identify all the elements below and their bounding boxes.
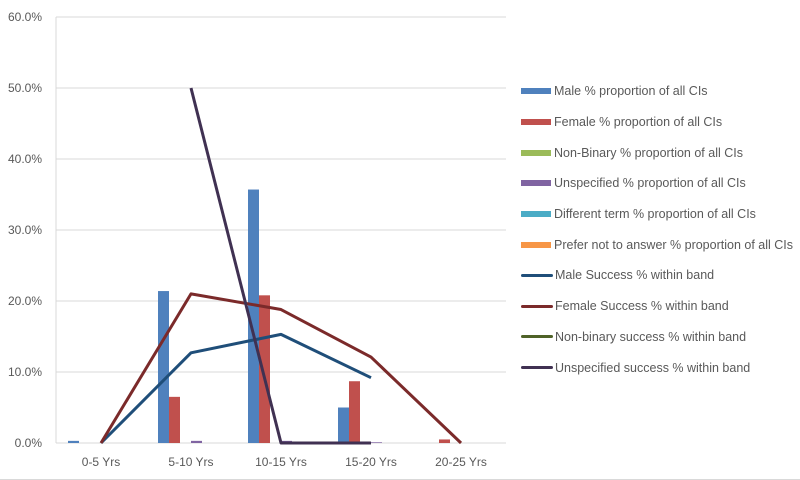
legend-swatch <box>521 304 553 308</box>
legend-label: Non-Binary % proportion of all CIs <box>554 145 743 160</box>
legend-swatch <box>521 335 553 339</box>
y-tick-label: 60.0% <box>8 10 42 24</box>
legend-item: Male % proportion of all CIs <box>521 76 793 107</box>
y-tick-label: 50.0% <box>8 81 42 95</box>
legend-swatch <box>521 241 551 248</box>
y-tick-label: 0.0% <box>15 436 43 450</box>
y-tick-label: 40.0% <box>8 152 42 166</box>
x-tick-label: 10-15 Yrs <box>255 455 307 469</box>
y-tick-label: 20.0% <box>8 294 42 308</box>
bar <box>439 439 450 443</box>
legend-label: Different term % proportion of all CIs <box>554 207 756 222</box>
legend-swatch <box>521 149 551 156</box>
legend-label: Female % proportion of all CIs <box>554 115 723 130</box>
legend-label: Unspecified % proportion of all CIs <box>554 176 746 191</box>
series-line <box>99 332 372 445</box>
legend: Male % proportion of all CIs Female % pro… <box>521 76 793 383</box>
legend-item: Male Success % within band <box>521 260 793 291</box>
legend-item: Different term % proportion of all CIs <box>521 199 793 230</box>
x-tick-label: 15-20 Yrs <box>345 455 397 469</box>
legend-label: Male Success % within band <box>555 268 715 283</box>
legend-item: Unspecified % proportion of all CIs <box>521 168 793 199</box>
bar <box>259 295 270 443</box>
bar <box>68 440 79 443</box>
legend-item: Unspecified success % within band <box>521 352 793 383</box>
legend-swatch <box>521 211 551 218</box>
legend-item: Female % proportion of all CIs <box>521 107 793 138</box>
series-line <box>189 87 371 445</box>
bar <box>248 189 259 443</box>
legend-label: Unspecified success % within band <box>555 360 751 375</box>
x-tick-label: 5-10 Yrs <box>168 455 213 469</box>
series-line <box>99 292 463 445</box>
x-tick-label: 20-25 Yrs <box>435 455 487 469</box>
y-tick-label: 30.0% <box>8 223 42 237</box>
bar <box>371 442 382 443</box>
bar <box>191 440 202 443</box>
y-tick-label: 10.0% <box>8 365 42 379</box>
legend-swatch <box>521 366 553 370</box>
legend-label: Female Success % within band <box>555 299 729 314</box>
legend-label: Prefer not to answer % proportion of all… <box>554 237 794 252</box>
legend-swatch <box>521 119 551 126</box>
legend-label: Male % proportion of all CIs <box>554 84 708 99</box>
legend-item: Non-binary success % within band <box>521 322 793 353</box>
legend-swatch <box>521 180 551 187</box>
legend-swatch <box>521 88 551 95</box>
legend-swatch <box>521 273 553 277</box>
legend-label: Non-binary success % within band <box>555 329 747 344</box>
legend-item: Female Success % within band <box>521 291 793 322</box>
bar <box>158 291 169 443</box>
legend-item: Non-Binary % proportion of all CIs <box>521 137 793 168</box>
bar <box>349 381 360 443</box>
legend-item: Prefer not to answer % proportion of all… <box>521 229 793 260</box>
x-tick-label: 0-5 Yrs <box>82 455 120 469</box>
bar <box>338 407 349 443</box>
bar <box>169 396 180 443</box>
